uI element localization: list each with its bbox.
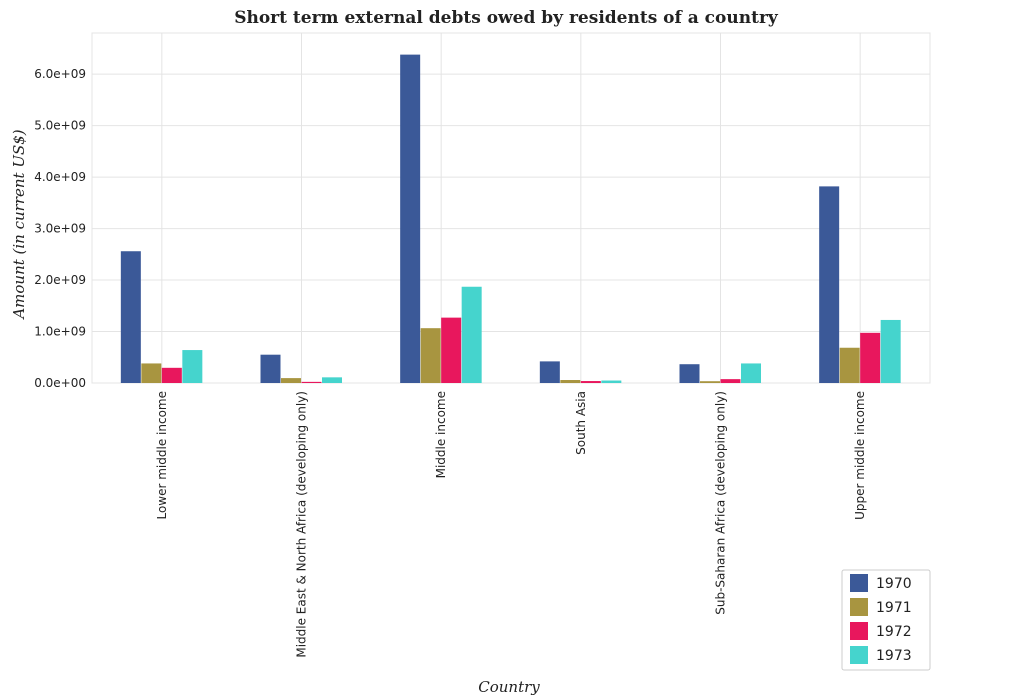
legend-label: 1972 <box>876 624 912 640</box>
x-tick-label: Middle income <box>434 391 448 478</box>
bar <box>720 379 741 383</box>
bar <box>400 54 421 383</box>
x-tick-label: South Asia <box>574 391 588 455</box>
bar <box>580 381 601 383</box>
plot-frame <box>91 32 931 384</box>
bar <box>741 363 761 383</box>
x-tick-label: Upper middle income <box>853 391 867 520</box>
bar <box>860 332 881 383</box>
chart-title: Short term external debts owed by reside… <box>234 8 778 28</box>
bar <box>700 381 720 383</box>
x-tick-label: Sub-Saharan Africa (developing only) <box>714 391 728 615</box>
bar <box>601 380 622 383</box>
y-tick-label: 4.0e+09 <box>34 170 86 184</box>
legend: 1970 1971 1972 1973 <box>841 569 931 671</box>
x-axis-label: Country <box>478 678 540 696</box>
bar <box>461 286 482 383</box>
legend-label: 1971 <box>876 600 912 616</box>
x-tick-label: Middle East & North Africa (developing o… <box>295 391 309 658</box>
bar <box>839 347 860 383</box>
bar <box>141 363 162 383</box>
y-axis-ticks: 0.0e+00 1.0e+09 2.0e+09 3.0e+09 4.0e+09 5.0e+… <box>34 67 86 390</box>
bars-group <box>120 54 901 383</box>
x-axis-ticks: Lower middle income Middle East & North A… <box>155 391 867 658</box>
bar <box>161 367 182 383</box>
bar <box>301 381 322 383</box>
y-tick-label: 6.0e+09 <box>34 67 86 81</box>
x-tick-label: Lower middle income <box>155 391 169 520</box>
legend-label: 1973 <box>876 648 912 664</box>
bar <box>441 317 462 383</box>
bar <box>281 378 301 383</box>
legend-label: 1970 <box>876 576 912 592</box>
bar <box>679 364 700 383</box>
bar <box>539 361 560 383</box>
bar <box>260 354 281 383</box>
bar <box>322 377 342 383</box>
y-tick-label: 3.0e+09 <box>34 222 86 236</box>
legend-swatch <box>850 574 868 592</box>
bar <box>120 251 141 383</box>
y-tick-label: 0.0e+00 <box>34 376 86 390</box>
legend-box <box>841 569 931 671</box>
bar <box>182 350 203 383</box>
gridlines <box>91 32 931 384</box>
bar <box>560 380 581 383</box>
legend-swatch <box>850 622 868 640</box>
y-tick-label: 2.0e+09 <box>34 273 86 287</box>
bar <box>880 319 901 383</box>
y-tick-label: 1.0e+09 <box>34 325 86 339</box>
legend-swatch <box>850 598 868 616</box>
legend-swatch <box>850 646 868 664</box>
bar <box>420 328 441 383</box>
y-tick-label: 5.0e+09 <box>34 119 86 133</box>
y-axis-label: Amount (in current US$) <box>10 129 28 320</box>
bar <box>819 186 840 383</box>
